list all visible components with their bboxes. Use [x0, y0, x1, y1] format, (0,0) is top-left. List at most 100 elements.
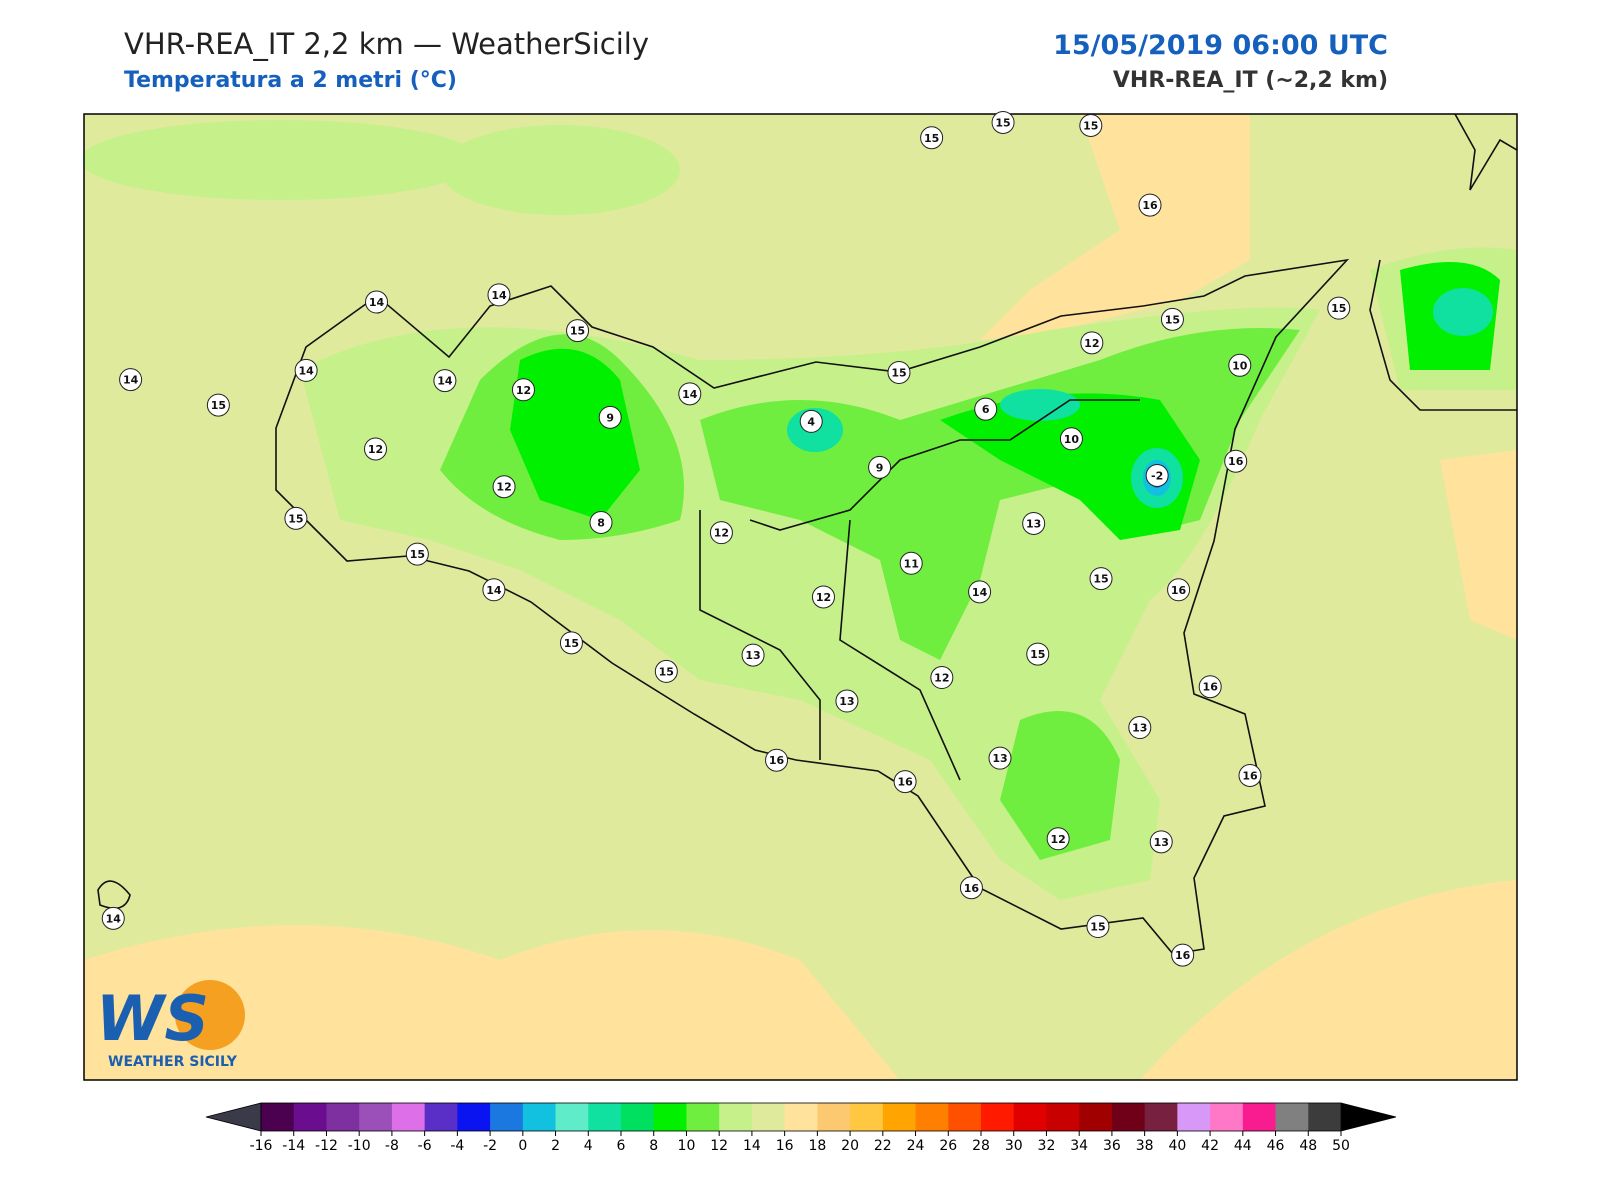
station-marker: [654, 659, 678, 683]
colorbar-swatch: [555, 1103, 589, 1131]
station-marker: [868, 455, 892, 479]
colorbar-swatch: [751, 1103, 786, 1131]
station-marker: [1171, 943, 1195, 967]
station-value: 14: [298, 364, 314, 377]
station: 15: [654, 659, 678, 683]
station-value: 15: [891, 366, 906, 379]
colorbar-tick-label: 8: [649, 1138, 658, 1154]
station-marker: [678, 382, 702, 406]
station: 14: [101, 906, 125, 930]
colorbar-tick-label: 36: [1103, 1138, 1121, 1154]
colorbar-tick-label: -12: [315, 1138, 338, 1154]
datetime: 15/05/2019 06:00 UTC: [1053, 30, 1388, 61]
station-marker: [1022, 511, 1046, 535]
colorbar-swatch: [457, 1103, 491, 1131]
colorbar-swatch: [719, 1103, 753, 1131]
stations: 15 15 15 16 14 14 15 15 15 12 10 14 14 15 14 12 14 15 6 9 4 1…: [101, 110, 1351, 967]
colorbar-tick-label: 14: [743, 1138, 761, 1154]
colorbar-swatch: [1242, 1103, 1277, 1131]
station: 12: [1046, 827, 1070, 851]
station-marker: [741, 643, 765, 667]
colorbar-swatch: [588, 1103, 622, 1131]
map-frame: [83, 113, 1518, 1081]
station-marker: [1160, 307, 1184, 331]
colorbar-tick-label: 12: [710, 1138, 728, 1154]
station-marker: [799, 409, 823, 433]
station-value: 12: [1051, 833, 1066, 846]
station-marker: [101, 906, 125, 930]
station-value: 14: [682, 388, 698, 401]
colorbar-tick-label: -14: [282, 1138, 305, 1154]
station-value: 15: [1093, 573, 1108, 586]
colorbar-swatch: [915, 1103, 949, 1131]
station-marker: [1059, 427, 1083, 451]
colorbar-swatch: [850, 1103, 884, 1131]
station: 16: [893, 770, 917, 794]
station-marker: [899, 551, 923, 575]
station-marker: [709, 521, 733, 545]
station-marker: [598, 405, 622, 429]
station-value: 14: [972, 586, 988, 599]
colorbar-tick-label: 34: [1070, 1138, 1088, 1154]
colorbar-tick-label: 28: [972, 1138, 990, 1154]
station-value: 10: [1232, 359, 1248, 372]
station-marker: [364, 437, 388, 461]
station-marker: [566, 319, 590, 343]
colorbar-tick-label: -8: [385, 1138, 399, 1154]
colorbar-swatch: [1013, 1103, 1047, 1131]
station: 14: [433, 369, 457, 393]
station: 16: [1198, 675, 1222, 699]
station-value: 16: [1142, 199, 1158, 212]
colorbar-under: [205, 1102, 262, 1132]
logo-initials: WS: [96, 982, 209, 1055]
station: 8: [589, 510, 613, 534]
station-value: 14: [123, 374, 139, 387]
station: 16: [1224, 449, 1248, 473]
station: 15: [887, 360, 911, 384]
colorbar-swatch: [359, 1103, 393, 1131]
station: 13: [835, 689, 859, 713]
station-value: -2: [1151, 470, 1163, 483]
station: 10: [1228, 353, 1252, 377]
station: 14: [487, 283, 511, 307]
station-value: 13: [1026, 517, 1041, 530]
station-value: 15: [211, 399, 226, 412]
station-marker: [589, 510, 613, 534]
station: 12: [492, 475, 516, 499]
station-marker: [365, 290, 389, 314]
station-marker: [1026, 642, 1050, 666]
colorbar-tick-label: 16: [776, 1138, 794, 1154]
station: 4: [799, 409, 823, 433]
station-value: 12: [714, 527, 729, 540]
station-marker: [1238, 764, 1262, 788]
station-marker: [988, 746, 1012, 770]
station: -2: [1145, 464, 1169, 488]
station-marker: [487, 283, 511, 307]
station: 14: [365, 290, 389, 314]
station-value: 15: [570, 325, 585, 338]
station-marker: [893, 770, 917, 794]
station: 16: [959, 876, 983, 900]
colorbar-tick-label: 0: [518, 1138, 527, 1154]
station-marker: [1149, 830, 1173, 854]
colorbar-swatch: [981, 1103, 1015, 1131]
title: VHR-REA_IT 2,2 km — WeatherSicily: [124, 27, 649, 61]
station-marker: [1086, 915, 1110, 939]
station-marker: [1080, 331, 1104, 355]
colorbar-swatch: [1079, 1103, 1113, 1131]
colorbar: -16 -14 -12 -10 -8 -6 -4 -2 0 2 4 6 8 10 12 14 16 18 20 22 2…: [205, 1102, 1397, 1154]
logo: WS WEATHER SICILY: [96, 980, 245, 1070]
colorbar-swatch: [522, 1103, 557, 1131]
station-marker: [119, 368, 143, 392]
station-value: 9: [606, 411, 614, 424]
station-marker: [1128, 716, 1152, 740]
colorbar-tick-label: -16: [250, 1138, 273, 1154]
station-value: 14: [369, 296, 385, 309]
station-value: 15: [1331, 302, 1346, 315]
station-value: 16: [1242, 770, 1258, 783]
colorbar-tick-label: 26: [939, 1138, 957, 1154]
colorbar-swatch: [621, 1103, 655, 1131]
colorbar-swatch: [1111, 1103, 1146, 1131]
colorbar-tick-label: 50: [1332, 1138, 1350, 1154]
